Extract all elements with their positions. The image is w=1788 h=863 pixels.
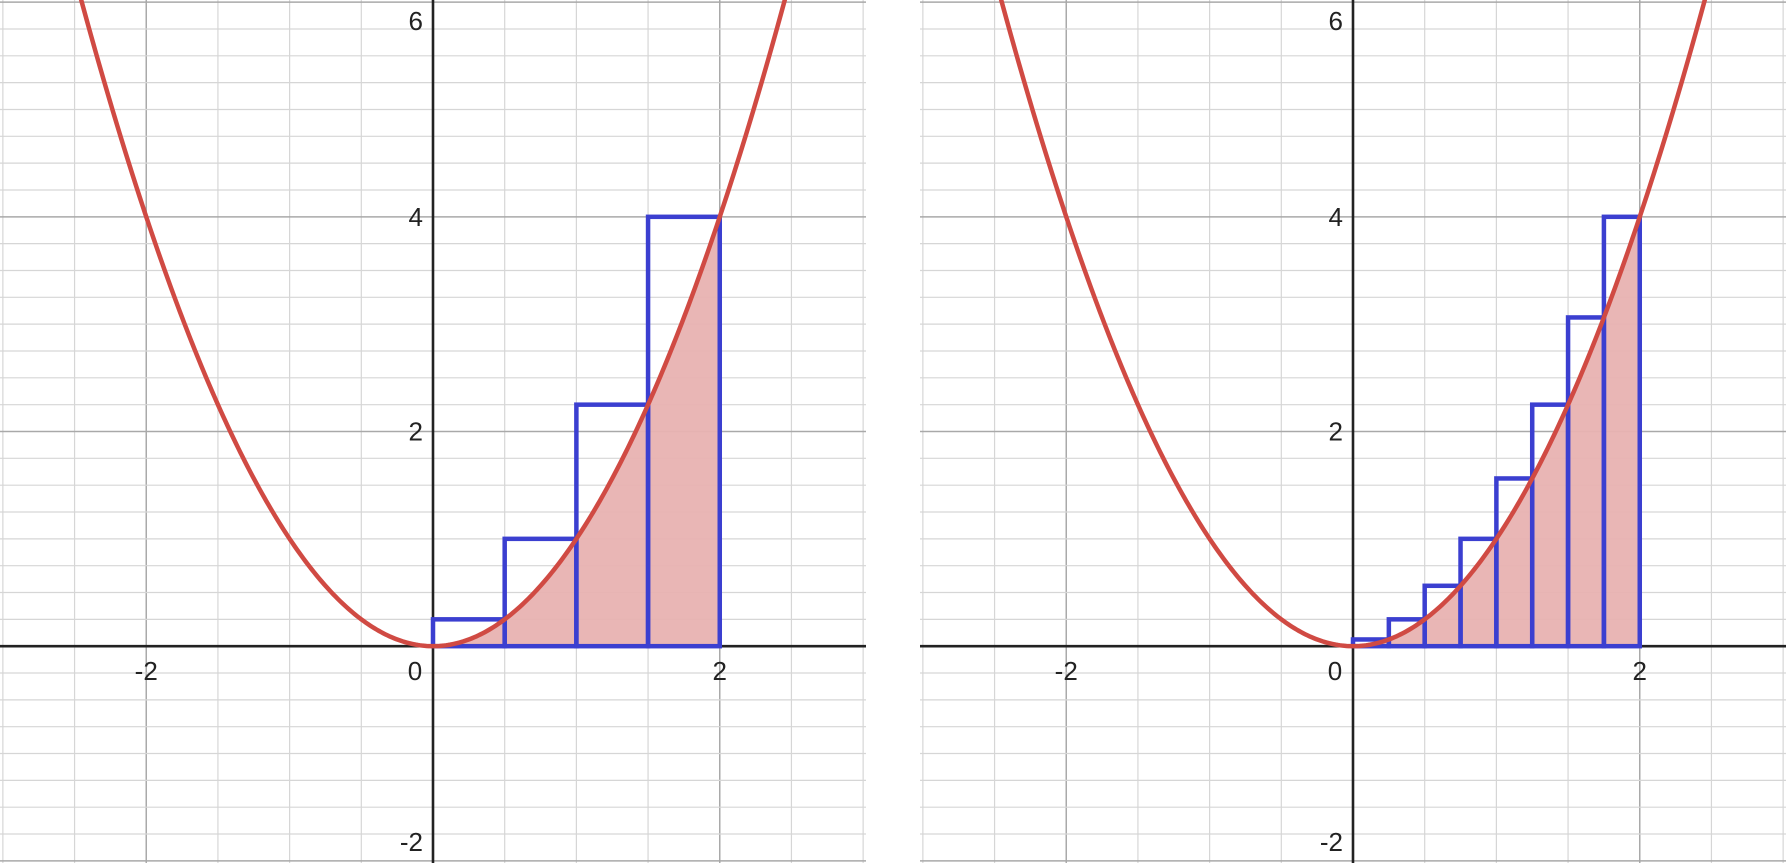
chart-0-y-tick-label: 4 — [409, 202, 423, 232]
chart-1-curve — [998, 0, 1708, 649]
panel-divider — [866, 0, 920, 863]
left-riemann-chart: -2 0 2 -2 2 4 6 — [0, 0, 866, 863]
chart-1-x-tick-label: -2 — [1055, 656, 1078, 686]
chart-1-y-tick-label: 4 — [1329, 202, 1343, 232]
chart-0-curve — [78, 0, 788, 649]
chart-0-riemann-rect — [645, 214, 723, 649]
chart-1-y-tick-label: 6 — [1329, 6, 1343, 36]
chart-1-rectangles — [1350, 214, 1643, 649]
right-chart-panel: -2 0 2 -2 2 4 6 — [920, 0, 1786, 863]
left-chart-panel: -2 0 2 -2 2 4 6 — [0, 0, 866, 863]
chart-0-y-tick-label: 2 — [409, 417, 423, 447]
chart-0-rectangles — [430, 214, 723, 649]
chart-1-x-tick-label: 0 — [1328, 656, 1342, 686]
chart-1-riemann-rect — [1601, 214, 1643, 649]
chart-1-y-tick-label: 2 — [1329, 417, 1343, 447]
chart-0-y-tick-label: -2 — [400, 827, 423, 857]
chart-0-y-tick-label: 6 — [409, 6, 423, 36]
chart-0-x-tick-label: -2 — [135, 656, 158, 686]
chart-0-x-tick-label: 2 — [713, 656, 727, 686]
right-riemann-chart: -2 0 2 -2 2 4 6 — [920, 0, 1786, 863]
chart-1-y-tick-label: -2 — [1320, 827, 1343, 857]
chart-0-x-tick-label: 0 — [408, 656, 422, 686]
chart-1-x-tick-label: 2 — [1633, 656, 1647, 686]
